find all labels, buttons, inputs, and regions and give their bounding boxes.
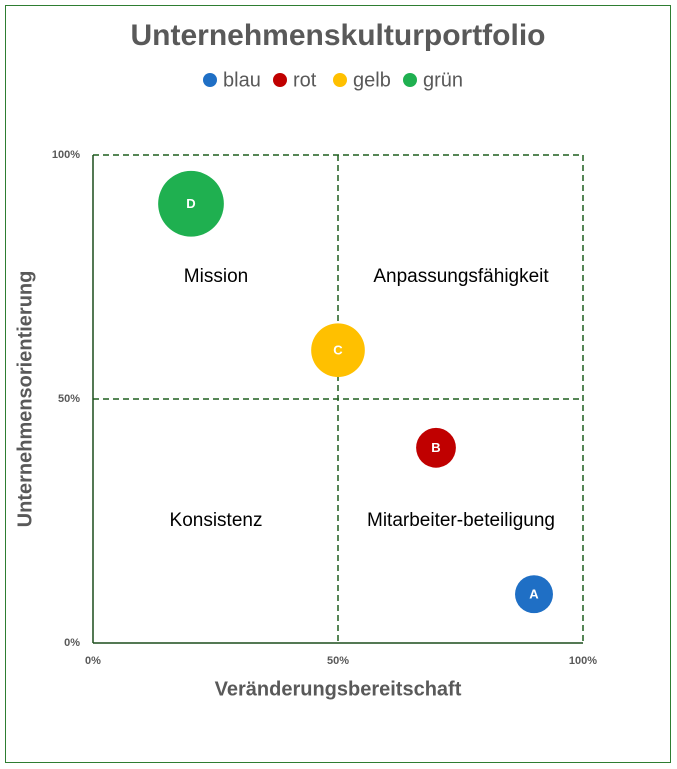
x-axis-label: Veränderungsbereitschaft: [215, 678, 462, 700]
legend-label: grün: [423, 69, 463, 91]
bubble-label: A: [529, 587, 539, 602]
bubble: [158, 170, 224, 237]
x-tick-label: 0%: [85, 655, 101, 667]
quadrant-label: Mission: [184, 266, 248, 287]
bubble-label: B: [431, 440, 440, 455]
bubble: [311, 323, 365, 378]
y-tick-label: 50%: [58, 393, 80, 405]
legend-label: blau: [223, 69, 261, 91]
legend-label: rot: [293, 69, 317, 91]
legend-marker: [403, 73, 417, 87]
legend-marker: [203, 73, 217, 87]
y-axis-label: Unternehmensorientierung: [14, 271, 36, 528]
x-tick-label: 100%: [569, 655, 597, 667]
chart-border: [5, 5, 671, 763]
bubble-label: C: [333, 343, 343, 358]
quadrant-label: Konsistenz: [170, 510, 263, 531]
quadrant-label: Anpassungsfähigkeit: [373, 266, 549, 287]
quadrant-label: Mitarbeiter-beteiligung: [367, 510, 555, 531]
bubble: [515, 575, 553, 614]
bubble-label: D: [186, 196, 195, 211]
legend-marker: [333, 73, 347, 87]
y-tick-label: 0%: [64, 637, 80, 649]
legend-marker: [273, 73, 287, 87]
chart-title: Unternehmenskulturportfolio: [130, 19, 545, 52]
x-tick-label: 50%: [327, 655, 349, 667]
bubble: [416, 427, 456, 468]
y-tick-label: 100%: [52, 149, 80, 161]
legend-label: gelb: [353, 69, 391, 91]
